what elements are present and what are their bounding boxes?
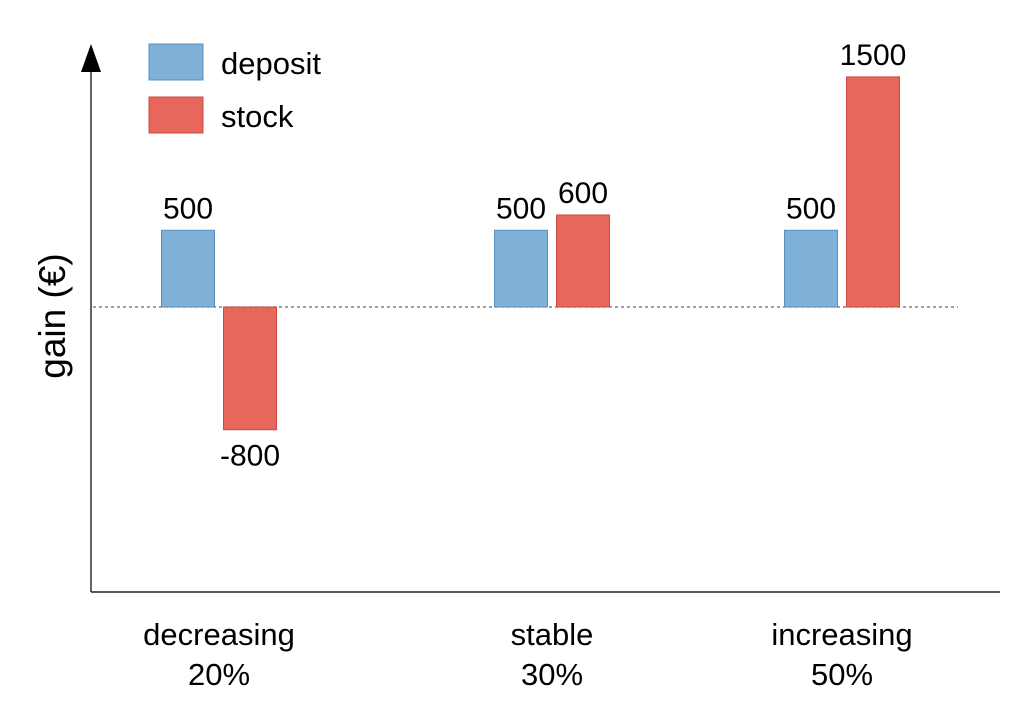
bar-value-label: 500 (496, 192, 546, 225)
x-tick-label: decreasing (143, 617, 295, 652)
bar-value-label: 1500 (840, 39, 907, 72)
x-tick-sublabel: 50% (811, 657, 873, 692)
bar-labels: 500 500 500 -800 600 1500 (163, 39, 906, 473)
bars (161, 76, 900, 431)
legend-label-stock: stock (221, 99, 294, 134)
bar-deposit (494, 229, 548, 308)
bar-value-label: -800 (220, 440, 280, 473)
bar-stock (223, 306, 277, 431)
y-axis-label: gain (€) (32, 253, 73, 378)
legend-swatch-deposit (148, 43, 204, 81)
bar-value-label: 600 (558, 177, 608, 210)
x-tick-label: stable (511, 617, 594, 652)
x-tick-sublabel: 30% (521, 657, 583, 692)
bar-value-label: 500 (163, 192, 213, 225)
bar-value-label: 500 (786, 192, 836, 225)
x-tick-sublabel: 20% (188, 657, 250, 692)
y-axis-arrow (81, 44, 101, 72)
bar-stock (556, 214, 610, 308)
legend: deposit stock (148, 43, 321, 134)
legend-label-deposit: deposit (221, 46, 321, 81)
bar-stock (846, 76, 900, 308)
bar-deposit (784, 229, 838, 308)
bar-deposit (161, 229, 215, 308)
x-tick-label: increasing (771, 617, 912, 652)
legend-swatch-stock (148, 96, 204, 134)
category-labels: decreasing 20% stable 30% increasing 50% (143, 617, 912, 692)
